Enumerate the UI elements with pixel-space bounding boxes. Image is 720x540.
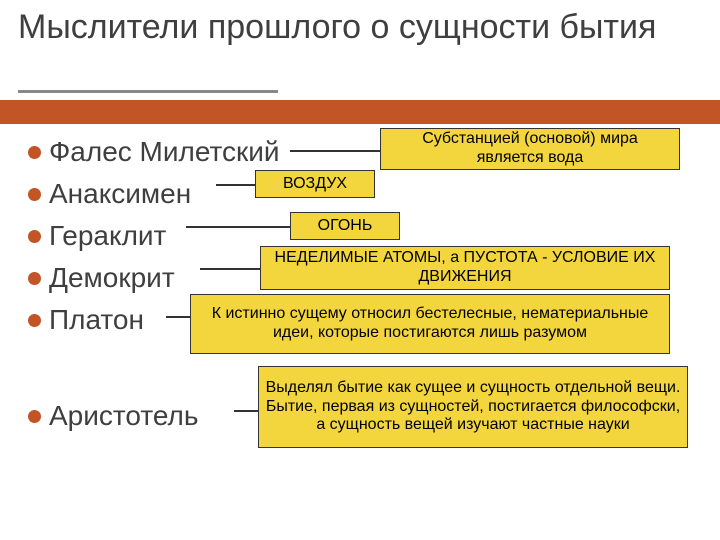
bullet-icon <box>28 314 41 327</box>
callout-box: ОГОНЬ <box>290 212 400 240</box>
callout-box: Субстанцией (основой) мира является вода <box>380 128 680 170</box>
callout-connector <box>234 410 258 412</box>
bullet-label: Аристотель <box>49 400 198 431</box>
bullet-label: Гераклит <box>49 220 166 251</box>
bullet-icon <box>28 230 41 243</box>
callout-connector <box>216 184 255 186</box>
title-underline <box>18 90 278 93</box>
bullet-label: Платон <box>49 304 144 335</box>
page-title: Мыслители прошлого о сущности бытия <box>0 0 720 47</box>
bullet-label: Фалес Милетский <box>49 136 280 167</box>
bullet-label: Демокрит <box>49 262 175 293</box>
bullet-icon <box>28 188 41 201</box>
callout-connector <box>186 226 290 228</box>
accent-bar <box>0 100 720 124</box>
bullet-icon <box>28 272 41 285</box>
bullet-label: Анаксимен <box>49 178 191 209</box>
callout-box: ВОЗДУХ <box>255 170 375 198</box>
bullet-icon <box>28 410 41 423</box>
callout-connector <box>200 268 260 270</box>
callout-connector <box>290 150 380 152</box>
callout-box: Выделял бытие как сущее и сущность отдел… <box>258 366 688 448</box>
callout-box: К истинно сущему относил бестелесные, не… <box>190 294 670 354</box>
callout-box: НЕДЕЛИМЫЕ АТОМЫ, а ПУСТОТА - УСЛОВИЕ ИХ … <box>260 246 670 290</box>
callout-connector <box>166 316 190 318</box>
header: Мыслители прошлого о сущности бытия <box>0 0 720 102</box>
bullet-icon <box>28 146 41 159</box>
